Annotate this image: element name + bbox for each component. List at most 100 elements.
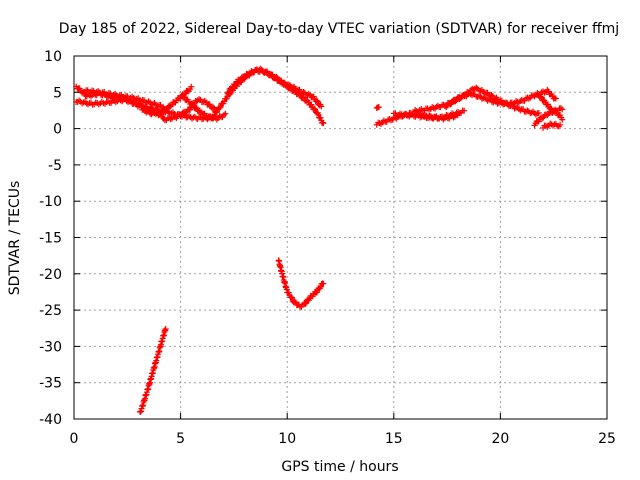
point-track-14-23 [559,116,566,123]
point-track-12-55 [488,92,495,99]
x-tick-label-3: 15 [385,431,403,447]
point-track-17-30 [291,298,298,305]
point-track-10-61 [461,107,468,114]
point-track-8-39 [271,74,278,81]
point-track-7-102 [319,119,326,126]
point-track-18-58 [162,325,169,332]
series-track-9 [373,104,382,112]
point-track-14-3 [538,94,545,101]
y-tick-label-3: -5 [48,158,62,174]
point-track-4-0 [139,106,146,113]
point-track-6-40 [210,104,217,111]
y-tick-label-10: -40 [39,412,62,428]
point-track-4-3 [143,109,150,116]
y-axis-ticks: 10 5 0 -5 -10 -15 -20 -25 -30 -35 -40 [39,49,607,428]
point-track-17-51 [314,289,321,296]
point-track-17-27 [288,294,295,301]
grid-lines [74,56,607,419]
point-track-17-26 [288,293,295,300]
point-track-6-16 [182,109,189,116]
point-track-15-4 [535,118,542,125]
point-track-6-37 [206,101,213,108]
point-track-5-21 [204,114,211,121]
point-track-13-9 [453,96,460,103]
point-track-6-24 [190,102,197,109]
series-track-11 [390,110,461,123]
point-track-5-1 [180,94,187,101]
point-track-8-73 [314,98,321,105]
y-tick-label-8: -30 [39,339,62,355]
point-track-8-45 [279,80,286,87]
point-track-16-12 [557,121,564,128]
point-track-7-16 [223,95,230,102]
series-track-4 [139,83,195,118]
series-track-16 [540,120,564,131]
point-track-8-69 [310,93,317,100]
series-track-6 [160,96,220,124]
point-track-8-53 [289,84,296,91]
point-track-17-58 [320,280,327,287]
y-tick-label-1: 5 [53,85,62,101]
data-points [73,65,566,416]
series-track-3 [81,87,167,111]
point-track-13-81 [552,95,559,102]
point-track-12-89 [535,110,542,117]
point-track-8-21 [248,68,255,75]
y-tick-label-4: -10 [39,194,62,210]
point-track-8-72 [313,97,320,104]
point-track-6-41 [211,105,218,112]
point-track-8-60 [299,90,306,97]
y-tick-label-2: 0 [53,122,62,138]
x-tick-label-1: 5 [176,431,185,447]
x-tick-label-4: 20 [491,431,509,447]
point-track-8-0 [224,90,231,97]
point-track-7-92 [312,106,319,113]
point-track-17-40 [303,300,310,307]
point-track-15-7 [539,115,546,122]
x-axis-ticks: 0 5 10 15 20 25 [70,56,616,447]
point-track-9-2 [375,104,382,111]
point-track-8-36 [268,71,275,78]
x-tick-label-0: 0 [70,431,79,447]
point-track-4-38 [188,83,195,90]
y-tick-label-5: -15 [39,231,62,247]
series-track-17 [275,257,327,310]
point-track-8-56 [293,87,300,94]
y-axis-label: SDTVAR / TECUs [7,181,23,296]
point-track-5-0 [179,92,186,99]
series-track-8 [224,65,325,110]
y-tick-label-0: 10 [44,49,62,65]
point-track-8-50 [285,81,292,88]
point-track-8-12 [237,76,244,83]
point-track-4-18 [164,106,171,113]
series-track-14 [535,92,566,123]
point-track-11-42 [454,112,461,119]
point-track-7-103 [320,120,327,127]
point-track-8-77 [318,103,325,110]
point-track-14-2 [537,93,544,100]
x-tick-label-2: 10 [278,431,296,447]
y-tick-label-6: -20 [39,267,62,283]
x-axis-label: GPS time / hours [281,459,398,475]
y-tick-label-7: -25 [39,303,62,319]
chart-title: Day 185 of 2022, Sidereal Day-to-day VTE… [59,21,619,37]
point-track-8-8 [233,81,240,88]
point-track-1-3 [76,85,83,92]
point-track-15-22 [559,106,566,113]
point-track-7-5 [214,109,221,116]
point-track-8-1 [225,88,232,95]
point-track-7-8 [216,105,223,112]
point-track-17-23 [285,289,292,296]
point-track-17-55 [317,283,324,290]
point-track-7-91 [311,105,318,112]
point-track-7-96 [315,111,322,118]
point-track-5-12 [193,105,200,112]
x-tick-label-5: 25 [598,431,616,447]
point-track-5-34 [222,110,229,117]
point-track-17-39 [302,300,309,307]
series-track-18 [137,325,169,416]
y-tick-label-9: -35 [39,376,62,392]
series-track-15 [531,105,566,129]
